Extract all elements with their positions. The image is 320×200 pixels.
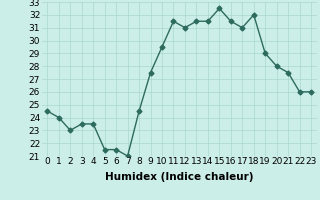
X-axis label: Humidex (Indice chaleur): Humidex (Indice chaleur) xyxy=(105,172,253,182)
